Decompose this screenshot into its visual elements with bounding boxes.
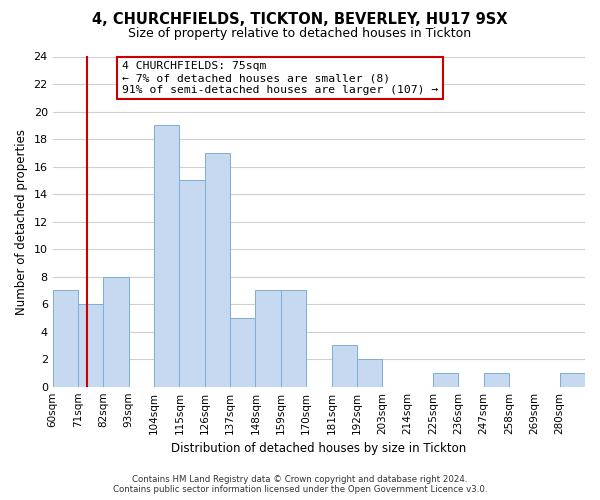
Text: 4, CHURCHFIELDS, TICKTON, BEVERLEY, HU17 9SX: 4, CHURCHFIELDS, TICKTON, BEVERLEY, HU17… [92,12,508,28]
Text: Contains HM Land Registry data © Crown copyright and database right 2024.
Contai: Contains HM Land Registry data © Crown c… [113,474,487,494]
Bar [433,373,458,386]
Bar [53,290,78,386]
Bar [332,346,357,387]
Bar [281,290,306,386]
Text: Size of property relative to detached houses in Tickton: Size of property relative to detached ho… [128,28,472,40]
Bar [256,290,281,386]
Bar [230,318,256,386]
Bar [103,276,129,386]
Text: 4 CHURCHFIELDS: 75sqm
← 7% of detached houses are smaller (8)
91% of semi-detach: 4 CHURCHFIELDS: 75sqm ← 7% of detached h… [122,62,438,94]
Bar [357,359,382,386]
Y-axis label: Number of detached properties: Number of detached properties [15,128,28,314]
Bar [484,373,509,386]
Bar [154,126,179,386]
Bar [205,153,230,386]
Bar [560,373,585,386]
Bar [179,180,205,386]
Bar [78,304,103,386]
X-axis label: Distribution of detached houses by size in Tickton: Distribution of detached houses by size … [171,442,466,455]
